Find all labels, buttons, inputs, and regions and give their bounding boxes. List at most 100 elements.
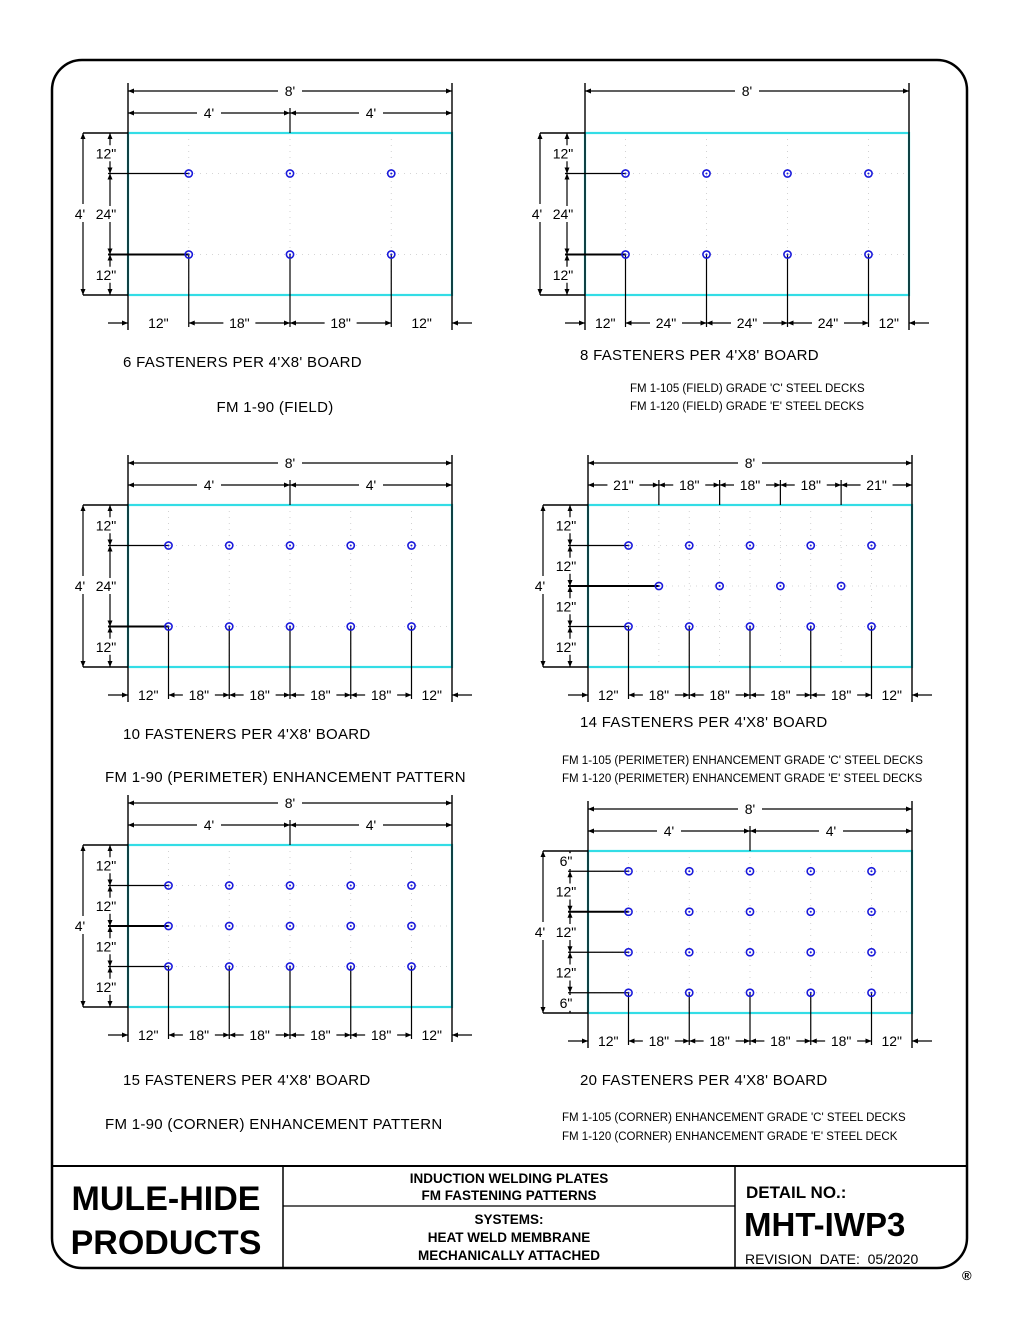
fastener-plate-icon xyxy=(407,921,416,931)
dimension-arrow xyxy=(452,1032,458,1038)
fastener-center xyxy=(705,172,708,175)
dimension-label: 12" xyxy=(148,315,169,331)
dimension-arrow xyxy=(446,110,452,116)
fastener-plate-icon xyxy=(346,622,356,631)
fastener-center xyxy=(809,910,812,913)
revision-date: REVISION DATE: 05/2020 xyxy=(745,1251,918,1267)
dimension-arrow xyxy=(80,661,86,667)
dimension-arrow xyxy=(540,851,546,857)
dimension-arrow xyxy=(290,110,296,116)
fastener-plate-icon xyxy=(867,622,876,631)
fastener-center xyxy=(627,910,630,913)
dimension-arrow xyxy=(582,692,588,698)
pattern-caption: 14 FASTENERS PER 4'X8' BOARD xyxy=(580,714,828,731)
label-mask xyxy=(553,638,579,655)
pattern-panel: 8' 4' 4' 4' 12" 24" 12" 12" 18" 18" 18" 18" 12" 10 FA… xyxy=(73,455,472,786)
fastener-center xyxy=(228,544,231,547)
dimension-label: 12" xyxy=(556,965,577,981)
label-mask xyxy=(73,204,89,222)
pattern-note: FM 1-90 (FIELD) xyxy=(216,399,333,416)
dimension-label: 18" xyxy=(371,687,392,703)
dimension-arrow xyxy=(229,692,236,698)
fastener-plate-icon xyxy=(224,541,234,550)
label-mask xyxy=(550,206,576,222)
dimension-arrow xyxy=(564,248,570,255)
dimension-label: 12" xyxy=(138,1027,159,1043)
dimension-arrow xyxy=(446,482,452,488)
pattern-panel: 8' 4' 12" 24" 12" 12" 24" 24" 24" 12" 8 FASTENERS … xyxy=(530,83,929,413)
fastener-plate-icon xyxy=(702,169,711,178)
fastener-plate-icon xyxy=(745,988,755,998)
dimension-label: 12" xyxy=(553,145,574,161)
dimension-arrow xyxy=(168,1032,175,1038)
fastener-center xyxy=(228,965,231,968)
fastener-plate-icon xyxy=(386,250,396,259)
dimension-label: 4' xyxy=(535,578,545,594)
fastener-plate-icon xyxy=(867,541,876,550)
fastener-center xyxy=(390,253,393,256)
fastener-plate-icon xyxy=(684,622,694,631)
dimension-arrow xyxy=(107,254,113,261)
fastener-plate-icon xyxy=(864,169,873,178)
dimension-label: 4' xyxy=(75,206,85,222)
fastener-plate-icon xyxy=(386,169,396,178)
dimension-arrow xyxy=(107,620,113,627)
fastener-center xyxy=(786,253,789,256)
dimension-arrow xyxy=(588,828,594,834)
dimension-label: 12" xyxy=(556,639,577,655)
dimension-label: 12" xyxy=(556,884,577,900)
dimension-label: 12" xyxy=(881,1033,902,1049)
dimension-arrow xyxy=(582,1038,588,1044)
dimension-arrow xyxy=(564,289,570,295)
fastener-center xyxy=(749,625,751,628)
dimension-label: 8' xyxy=(285,795,295,811)
dimension-label: 4' xyxy=(204,477,214,493)
dimension-arrow xyxy=(128,482,134,488)
fastener-plate-icon xyxy=(745,622,755,631)
fastener-plate-icon xyxy=(184,250,194,259)
dimension-arrow xyxy=(107,1001,113,1007)
dimension-arrow xyxy=(628,692,635,698)
fastener-center xyxy=(688,625,691,628)
dimension-arrow xyxy=(446,822,452,828)
fastener-plate-icon xyxy=(624,622,633,631)
dimension-arrow xyxy=(804,692,811,698)
dimension-arrow xyxy=(744,828,750,834)
dimension-label: 18" xyxy=(679,477,700,493)
dimension-label: 24" xyxy=(553,206,574,222)
fastener-plate-icon xyxy=(806,947,816,957)
dimension-label: 12" xyxy=(96,857,117,873)
label-mask xyxy=(93,206,119,222)
pattern-note: FM 1-120 (CORNER) ENHANCEMENT GRADE 'E' … xyxy=(562,1131,898,1143)
dimension-arrow xyxy=(588,482,594,488)
fastener-center xyxy=(809,625,812,628)
dimension-arrow xyxy=(689,692,696,698)
fastener-plate-icon xyxy=(745,541,755,550)
dimension-arrow xyxy=(128,110,134,116)
fastener-center xyxy=(809,544,812,547)
label-mask xyxy=(550,266,576,283)
dimension-arrow xyxy=(290,692,296,698)
dimension-arrow xyxy=(567,871,573,878)
fastener-center xyxy=(167,925,170,927)
dimension-arrow xyxy=(787,320,794,326)
label-mask xyxy=(553,853,579,870)
fastener-center xyxy=(627,625,630,628)
dimension-label: 18" xyxy=(770,1033,791,1049)
fastener-center xyxy=(410,625,413,628)
dimension-arrow xyxy=(706,320,713,326)
fastener-plate-icon xyxy=(867,947,876,957)
dimension-arrow xyxy=(567,952,573,959)
fastener-plate-icon xyxy=(621,250,630,259)
systems-value: HEAT WELD MEMBRANE xyxy=(428,1230,591,1245)
dimension-arrow xyxy=(229,1032,236,1038)
dimension-label: 12" xyxy=(96,979,117,995)
fastener-center xyxy=(410,544,413,547)
fastener-plate-icon xyxy=(184,169,194,178)
dimension-arrow xyxy=(405,692,412,698)
dimension-label: 18" xyxy=(330,315,351,331)
dimension-label: 8' xyxy=(742,83,752,99)
pattern-note: FM 1-105 (CORNER) ENHANCEMENT GRADE 'C' … xyxy=(562,1112,906,1124)
fastener-plate-icon xyxy=(285,250,295,259)
